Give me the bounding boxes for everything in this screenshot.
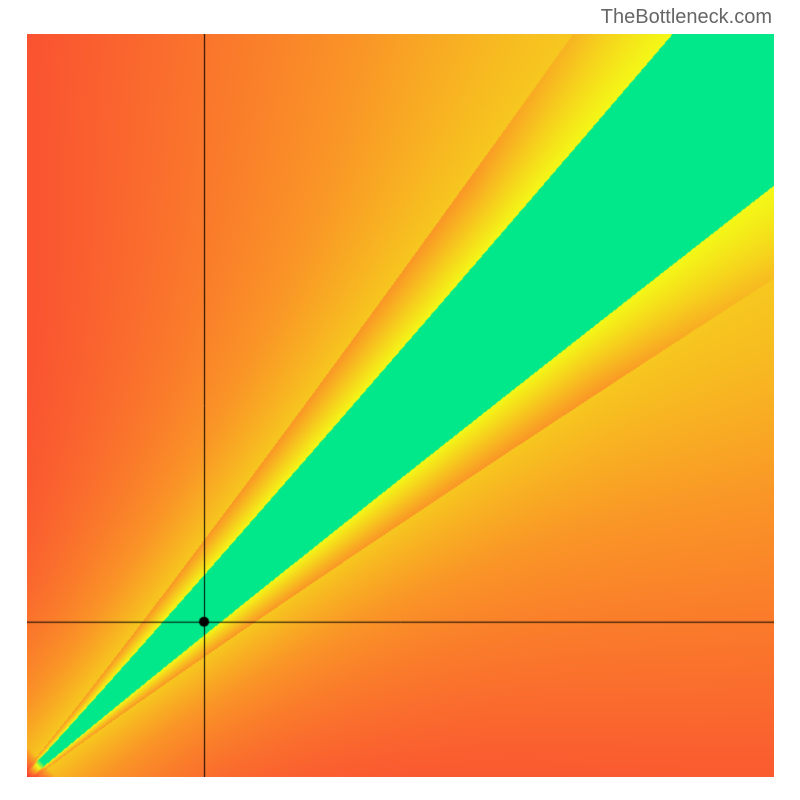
crosshair-overlay bbox=[27, 34, 774, 777]
chart-container: TheBottleneck.com bbox=[0, 0, 800, 800]
heatmap-plot bbox=[27, 34, 774, 777]
watermark-text: TheBottleneck.com bbox=[601, 6, 772, 29]
